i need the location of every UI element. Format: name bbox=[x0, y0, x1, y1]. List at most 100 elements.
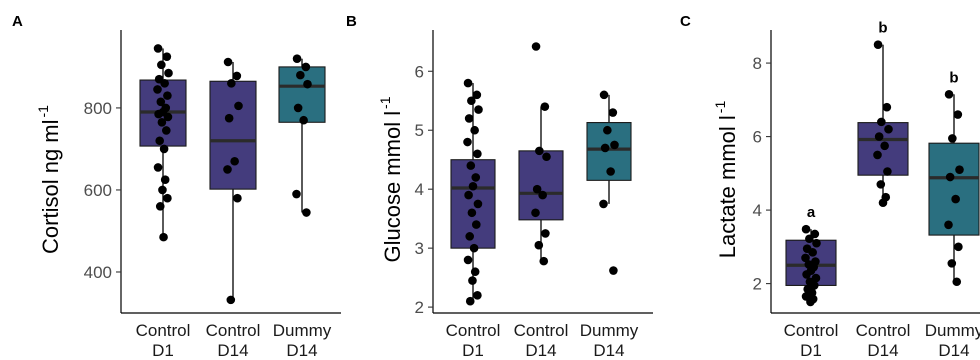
data-point bbox=[874, 132, 884, 141]
y-tick-label: 600 bbox=[84, 181, 112, 200]
data-point bbox=[812, 238, 821, 248]
data-point bbox=[153, 163, 163, 172]
data-point bbox=[468, 276, 477, 285]
data-point bbox=[223, 165, 232, 174]
data-point bbox=[464, 190, 473, 200]
data-point bbox=[609, 266, 618, 275]
data-point bbox=[223, 57, 233, 67]
data-point bbox=[948, 134, 957, 143]
data-point bbox=[538, 190, 547, 200]
y-tick-label: 400 bbox=[84, 263, 112, 282]
x-category-label: Control bbox=[136, 321, 191, 340]
data-point bbox=[232, 71, 242, 81]
data-point bbox=[880, 141, 889, 151]
data-point bbox=[471, 173, 481, 182]
data-point bbox=[162, 52, 172, 61]
y-axis-title: Glucose mmol l-1 bbox=[377, 96, 405, 262]
y-tick-label: 5 bbox=[415, 121, 424, 140]
data-point bbox=[534, 240, 544, 250]
x-category-label: Control bbox=[856, 321, 911, 340]
x-category-sublabel: D14 bbox=[525, 341, 556, 360]
data-point bbox=[606, 167, 615, 176]
data-point bbox=[299, 115, 308, 125]
data-point bbox=[531, 208, 540, 218]
data-point bbox=[954, 242, 963, 252]
data-point bbox=[945, 172, 955, 182]
data-point bbox=[473, 199, 483, 209]
data-point bbox=[951, 194, 960, 204]
data-point bbox=[944, 220, 953, 230]
data-point bbox=[466, 161, 476, 170]
data-point bbox=[156, 97, 166, 107]
data-point bbox=[296, 70, 305, 80]
data-point bbox=[160, 175, 170, 185]
data-point bbox=[531, 42, 541, 51]
data-point bbox=[465, 232, 475, 241]
data-point bbox=[473, 149, 482, 159]
data-point bbox=[226, 295, 236, 305]
data-point bbox=[876, 180, 886, 189]
data-point bbox=[810, 281, 819, 290]
data-point bbox=[155, 202, 165, 211]
data-point bbox=[162, 126, 171, 135]
y-tick-label: 2 bbox=[753, 275, 762, 294]
y-tick-label: 800 bbox=[84, 99, 112, 118]
data-point bbox=[292, 189, 301, 199]
data-point bbox=[806, 297, 815, 307]
data-point bbox=[884, 124, 893, 134]
data-point bbox=[882, 102, 892, 112]
data-point bbox=[805, 234, 814, 244]
data-point bbox=[163, 91, 172, 100]
data-point bbox=[467, 208, 477, 218]
data-point bbox=[535, 146, 544, 156]
data-point bbox=[292, 54, 302, 64]
data-point bbox=[873, 150, 882, 160]
data-point bbox=[224, 113, 234, 123]
panel-letter: A bbox=[12, 13, 23, 30]
y-tick-label: 4 bbox=[753, 201, 762, 220]
significance-label: a bbox=[807, 204, 816, 221]
data-point bbox=[883, 167, 892, 176]
data-point bbox=[953, 110, 963, 119]
significance-label: b bbox=[878, 20, 887, 37]
data-point bbox=[302, 208, 311, 217]
data-point bbox=[163, 112, 173, 122]
data-point bbox=[293, 103, 303, 113]
data-point bbox=[230, 156, 239, 166]
data-point bbox=[542, 152, 551, 162]
data-point bbox=[878, 198, 888, 208]
data-point bbox=[600, 143, 610, 153]
data-point bbox=[233, 193, 242, 203]
data-point bbox=[603, 125, 612, 135]
x-category-sublabel: D14 bbox=[593, 341, 624, 360]
y-tick-label: 8 bbox=[753, 54, 762, 73]
data-point bbox=[468, 181, 478, 191]
y-tick-label: 4 bbox=[415, 180, 424, 199]
data-point bbox=[153, 44, 163, 53]
data-point bbox=[159, 144, 169, 154]
data-point bbox=[464, 114, 474, 123]
data-point bbox=[470, 125, 479, 135]
y-axis-title: Cortisol ng ml-1 bbox=[35, 105, 63, 254]
data-point bbox=[467, 96, 476, 106]
data-point bbox=[802, 270, 811, 279]
x-category-sublabel: D1 bbox=[462, 341, 484, 360]
x-category-label: Dummy bbox=[273, 321, 332, 340]
data-point bbox=[541, 229, 550, 238]
data-point bbox=[164, 68, 173, 78]
significance-label: b bbox=[949, 69, 958, 86]
data-point bbox=[155, 136, 164, 146]
data-point bbox=[944, 90, 954, 99]
data-point bbox=[160, 79, 169, 88]
data-point bbox=[599, 90, 609, 100]
data-point bbox=[472, 90, 482, 100]
data-point bbox=[472, 220, 481, 229]
data-point bbox=[473, 291, 482, 300]
